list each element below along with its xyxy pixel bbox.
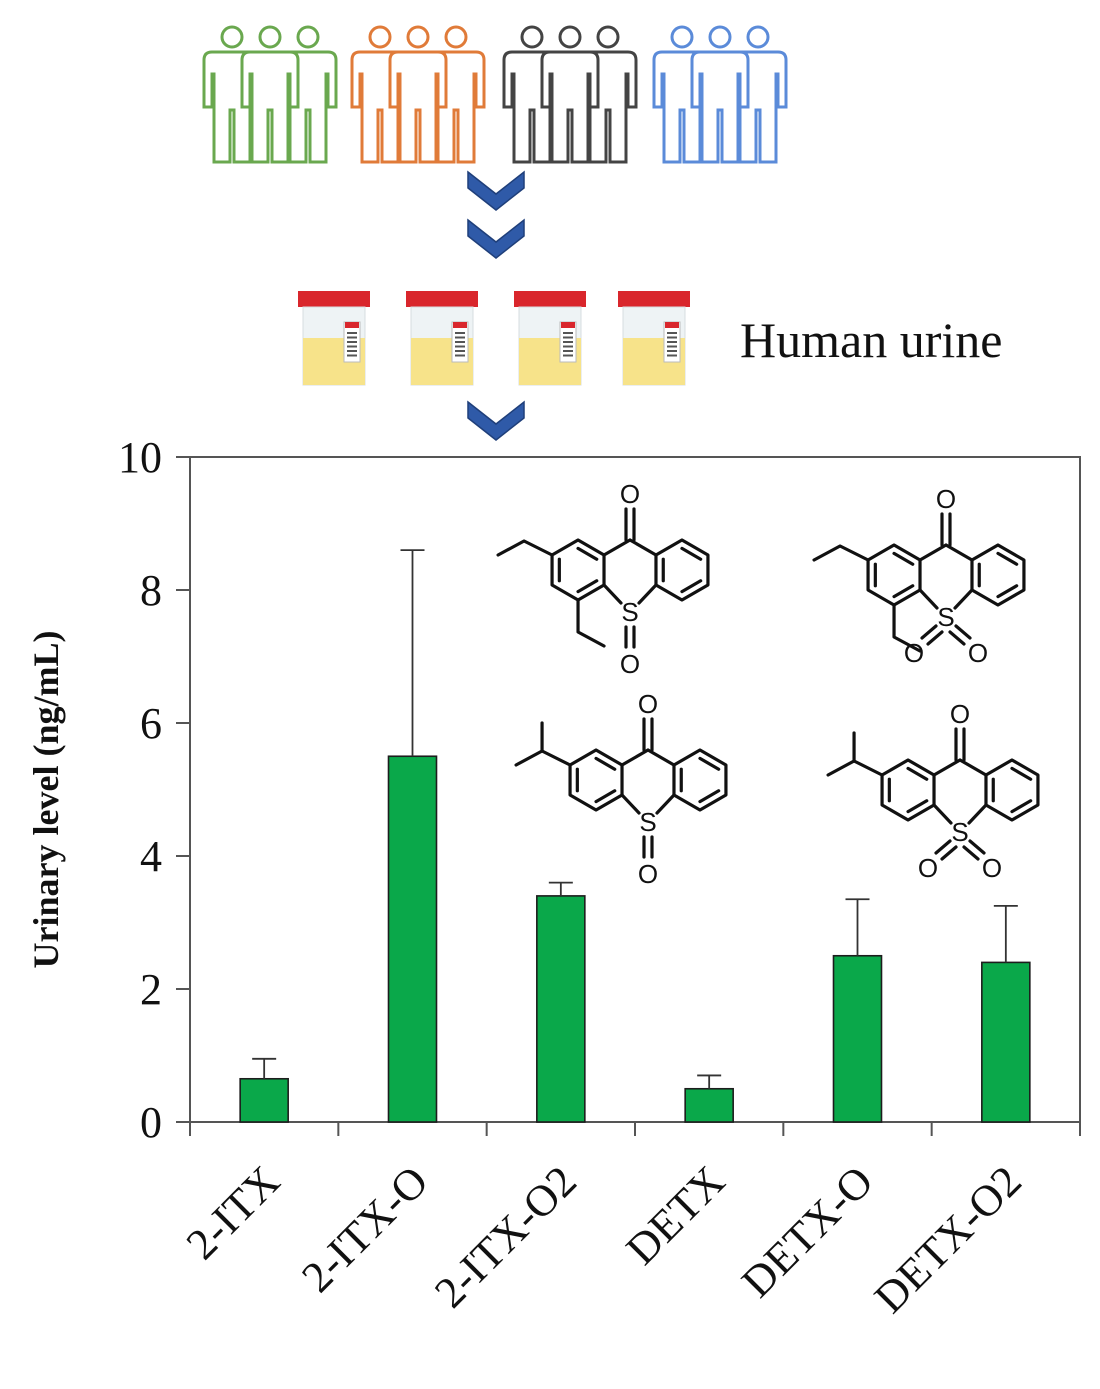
sulfur-atom: S: [951, 817, 968, 847]
urine-cup-icon: [298, 291, 370, 386]
y-tick-label: 2: [140, 965, 162, 1014]
people-groups: [202, 25, 788, 164]
error-bar: [252, 1057, 277, 1079]
x-tick-label: DETX-O: [732, 1156, 882, 1306]
bar: [684, 1087, 734, 1123]
bar: [981, 961, 1031, 1123]
people-group-1: [202, 25, 338, 164]
human-urine-caption: Human urine: [740, 312, 1002, 368]
sulfur-atom: S: [621, 597, 638, 627]
urine-cup-icon: [406, 291, 478, 386]
y-axis-label: Urinary level (ng/mL): [26, 631, 66, 969]
error-bar: [548, 881, 573, 896]
bar: [387, 755, 438, 1123]
carbonyl-oxygen: O: [950, 699, 970, 729]
sulfone-oxygen: O: [968, 638, 988, 668]
y-tick-label: 10: [118, 433, 162, 482]
itx-o-structure: OSO: [514, 689, 728, 889]
sulfone-oxygen: O: [918, 853, 938, 883]
sulfoxide-oxygen: O: [638, 859, 658, 889]
person-icon: [388, 25, 448, 164]
sulfoxide-oxygen: O: [620, 649, 640, 679]
sulfone-oxygen: O: [982, 853, 1002, 883]
bar: [832, 954, 883, 1123]
error-bars: [252, 549, 1018, 1089]
error-bar: [993, 904, 1018, 963]
bar: [536, 895, 586, 1123]
urine-cup-icon: [514, 291, 586, 386]
person-icon: [240, 25, 300, 164]
x-tick-label: 2-ITX-O2: [425, 1156, 586, 1317]
error-bar: [845, 898, 870, 956]
y-axis: 0 2 4 6 8 10: [118, 433, 190, 1147]
error-bar: [400, 549, 425, 757]
person-icon: [690, 25, 750, 164]
y-tick-label: 8: [140, 566, 162, 615]
x-tick-label: 2-ITX-O: [292, 1156, 437, 1301]
chevron-arrows: [467, 170, 525, 441]
carbonyl-oxygen: O: [936, 484, 956, 514]
y-tick-label: 4: [140, 832, 162, 881]
people-group-3: [502, 25, 638, 164]
sulfur-atom: S: [937, 602, 954, 632]
carbonyl-oxygen: O: [638, 689, 658, 719]
error-bar: [697, 1074, 722, 1089]
x-tick-label: 2-ITX: [177, 1156, 289, 1268]
plot-frame: [189, 456, 1081, 1123]
urine-cup-icon: [618, 291, 690, 386]
x-tick-label: DETX: [617, 1156, 735, 1274]
carbonyl-oxygen: O: [620, 479, 640, 509]
people-group-2: [350, 25, 486, 164]
chevron-down-icon: [467, 400, 525, 441]
y-tick-label: 0: [140, 1098, 162, 1147]
y-tick-label: 6: [140, 699, 162, 748]
detx-o-structure: OSO: [496, 479, 710, 679]
bars: [239, 755, 1031, 1123]
detx-o2-structure: OSO O: [812, 484, 1026, 668]
sulfur-atom: S: [639, 807, 656, 837]
urine-cups: [298, 291, 690, 386]
x-tick-label: DETX-O2: [865, 1156, 1031, 1322]
bar: [239, 1077, 289, 1123]
itx-o2-structure: OSO O: [826, 699, 1040, 883]
people-group-4: [652, 25, 788, 164]
chevron-down-icon: [467, 218, 525, 259]
person-icon: [540, 25, 600, 164]
chevron-down-icon: [467, 170, 525, 211]
